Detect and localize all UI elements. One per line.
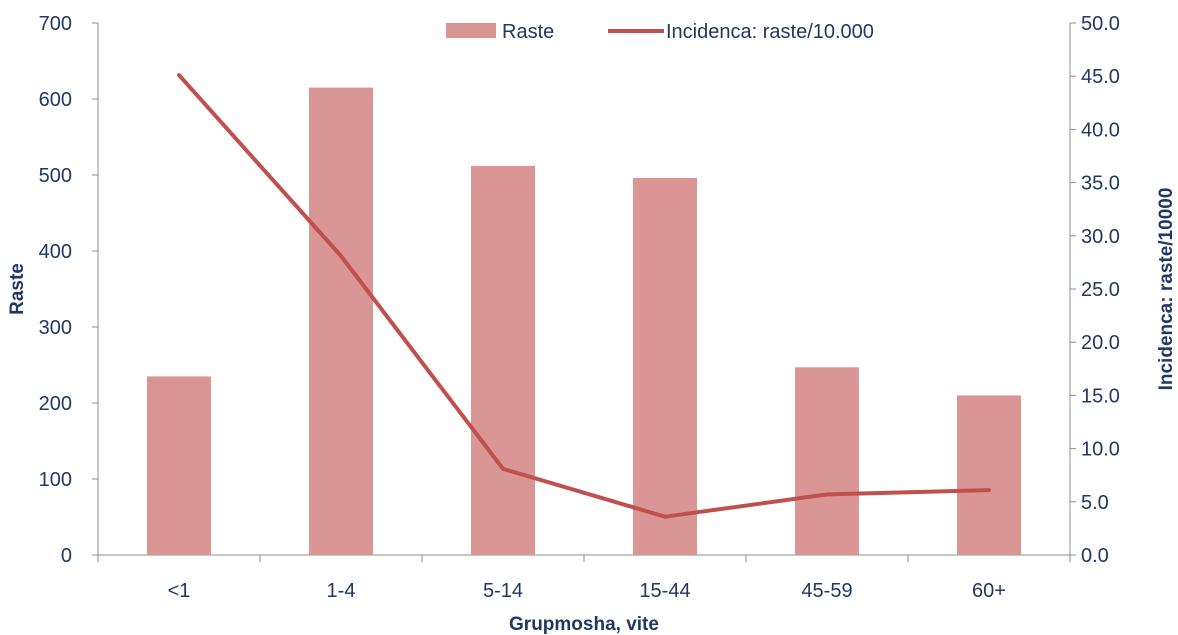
line-point-5 xyxy=(988,489,990,491)
bars-group xyxy=(147,87,1021,555)
y-tick-label-4: 400 xyxy=(39,241,72,263)
y-tick-label-6: 600 xyxy=(39,89,72,111)
y-tick-label-7: 700 xyxy=(39,13,72,35)
y2-tick-label-3: 15.0 xyxy=(1081,385,1120,407)
incidence-line xyxy=(177,73,991,519)
x-tick-label-4: 45-59 xyxy=(801,580,852,602)
x-tick-label-3: 15-44 xyxy=(639,580,690,602)
line-series-group xyxy=(177,73,991,519)
axes-group xyxy=(97,23,1071,556)
bar-0 xyxy=(147,376,211,555)
bar-5 xyxy=(957,395,1021,555)
y2-tick-label-8: 40.0 xyxy=(1081,119,1120,141)
y2-tick-label-1: 5.0 xyxy=(1081,492,1109,514)
y2-tick-label-6: 30.0 xyxy=(1081,226,1120,248)
y2-tick-label-5: 25.0 xyxy=(1081,279,1120,301)
ticks-group: 0 100 200 300 400 500 600 700 0.0 5.0 10.0 15.0 20.0… xyxy=(39,13,1120,602)
bar-4 xyxy=(795,367,859,555)
y2-tick-label-4: 20.0 xyxy=(1081,332,1120,354)
line-point-0 xyxy=(178,74,180,76)
legend: Raste Incidenca: raste/10.000 xyxy=(446,21,874,43)
line-point-2 xyxy=(502,468,504,470)
y2-tick-label-10: 50.0 xyxy=(1081,13,1120,35)
y2-tick-label-7: 35.0 xyxy=(1081,173,1120,195)
bar-1 xyxy=(309,87,373,555)
line-point-3 xyxy=(664,516,666,518)
x-tick-label-2: 5-14 xyxy=(483,580,523,602)
y-tick-label-2: 200 xyxy=(39,393,72,415)
y-tick-label-5: 500 xyxy=(39,165,72,187)
line-point-4 xyxy=(826,493,828,495)
legend-line-label: Incidenca: raste/10.000 xyxy=(666,21,874,43)
y2-tick-label-9: 45.0 xyxy=(1081,66,1120,88)
x-axis-title: Grupmosha, vite xyxy=(509,614,659,635)
bar-3 xyxy=(633,178,697,555)
y-tick-label-3: 300 xyxy=(39,317,72,339)
x-tick-label-5: 60+ xyxy=(972,580,1006,602)
y2-axis-title: Incidenca: raste/10000 xyxy=(1156,188,1177,391)
y2-tick-label-2: 10.0 xyxy=(1081,439,1120,461)
y-tick-label-1: 100 xyxy=(39,469,72,491)
y-axis-title: Raste xyxy=(7,263,28,315)
y-tick-label-0: 0 xyxy=(61,545,72,567)
bar-2 xyxy=(471,165,535,555)
y2-tick-label-0: 0.0 xyxy=(1081,545,1109,567)
x-tick-label-0: <1 xyxy=(168,580,191,602)
legend-bar-swatch xyxy=(446,23,496,38)
legend-bar-label: Raste xyxy=(502,21,554,43)
line-point-1 xyxy=(340,255,342,257)
x-tick-label-1: 1-4 xyxy=(327,580,356,602)
